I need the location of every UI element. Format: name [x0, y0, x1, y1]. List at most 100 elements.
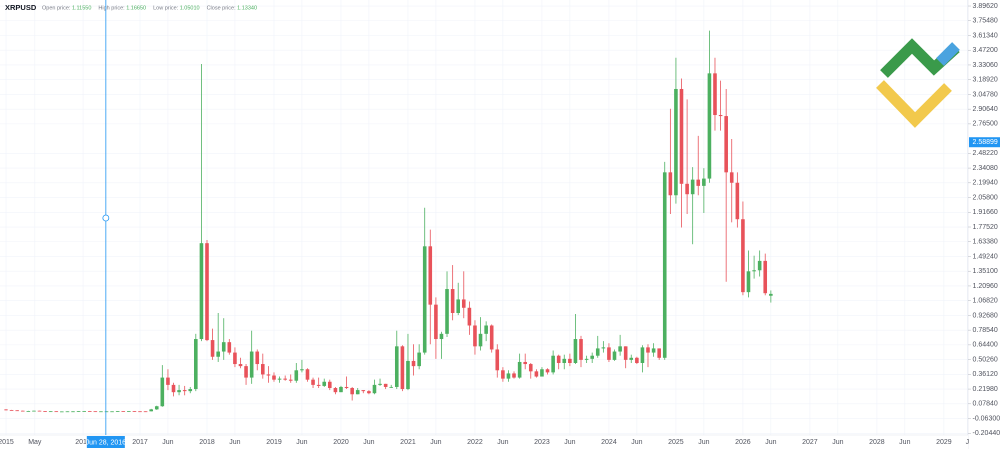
- candle-body: [674, 88, 678, 196]
- x-tick-label: 2017: [132, 439, 148, 446]
- candle-body: [724, 116, 728, 173]
- candle-body: [612, 351, 617, 360]
- candle-body: [556, 355, 561, 364]
- candle-body: [194, 339, 198, 390]
- x-tick-label: 2021: [400, 439, 416, 446]
- candle-body: [305, 369, 310, 380]
- candle-body: [233, 352, 237, 365]
- candle-body: [71, 411, 75, 413]
- candle-body: [729, 172, 734, 183]
- candle-body: [495, 349, 500, 371]
- candle-body: [769, 293, 773, 296]
- x-tick-label: Jun: [899, 439, 910, 446]
- candle-body: [473, 325, 477, 347]
- candle-body: [545, 369, 550, 373]
- candle-body: [143, 411, 148, 413]
- candle-body: [417, 352, 421, 367]
- y-tick-label: 3.04780: [973, 91, 998, 98]
- candle-body: [4, 409, 8, 411]
- candle-body: [461, 299, 466, 308]
- y-tick-label: 3.33060: [973, 62, 998, 69]
- candle-body: [450, 289, 455, 313]
- candle-body: [735, 182, 740, 220]
- crosshair-date: Jun 28, 2016: [86, 439, 127, 446]
- y-tick-label: 1.35100: [973, 268, 998, 275]
- candle-body: [428, 246, 433, 305]
- candle-body: [372, 384, 377, 394]
- y-tick-label: 3.89620: [973, 3, 998, 10]
- candle-body: [702, 178, 706, 186]
- axes: 3.89620 3.75480 3.61340 3.47200 3.33060 3.189…: [0, 3, 1000, 446]
- candle-body: [333, 388, 338, 393]
- candle-body: [121, 411, 126, 412]
- candle-body: [679, 88, 684, 184]
- y-tick-label: 2.19940: [973, 180, 998, 187]
- candle-body: [651, 348, 656, 353]
- candle-body: [177, 390, 181, 393]
- candle-body: [568, 358, 572, 364]
- x-tick-label: Jun: [363, 439, 374, 446]
- candle-body: [149, 409, 153, 412]
- price-axis: [968, 0, 1000, 449]
- candle-body: [54, 411, 59, 413]
- candle-body: [629, 357, 634, 360]
- candle-body: [534, 371, 539, 377]
- candle-body: [757, 260, 762, 271]
- candle-body: [76, 411, 81, 412]
- candle-body: [344, 386, 349, 389]
- candle-body: [378, 383, 382, 385]
- candle-body: [456, 299, 461, 313]
- y-tick-label: 2.05800: [973, 194, 998, 201]
- candle-body: [517, 361, 522, 378]
- y-tick-label: 2.76500: [973, 121, 998, 128]
- x-tick-label: Jun: [832, 439, 843, 446]
- candle-body: [60, 411, 64, 413]
- x-tick-label: 2020: [333, 439, 349, 446]
- x-tick-label: 2016: [75, 439, 91, 446]
- time-axis: [0, 435, 968, 449]
- y-tick-label: 2.90640: [973, 106, 998, 113]
- candle-body: [595, 348, 600, 356]
- x-tick-label: May: [28, 439, 42, 446]
- candle-body: [512, 373, 516, 378]
- candle-body: [662, 172, 667, 358]
- y-tick-label: 3.18920: [973, 77, 998, 84]
- candle-body: [400, 346, 405, 390]
- candle-body: [216, 351, 220, 357]
- candle-body: [82, 411, 87, 412]
- crosshair-handle: [102, 214, 110, 222]
- y-tick-label: 0.21980: [973, 386, 998, 393]
- price-marker-label: 2.58899: [973, 139, 998, 146]
- candle-body: [199, 243, 204, 340]
- candle-body: [551, 355, 555, 373]
- candle-body: [355, 390, 360, 395]
- candle-body: [261, 364, 265, 375]
- candle-body: [383, 383, 388, 387]
- candle-body: [110, 411, 114, 413]
- candle-body: [434, 304, 438, 340]
- candle-body: [562, 358, 567, 364]
- candle-body: [361, 390, 366, 392]
- candle-body: [272, 375, 276, 380]
- candle-body: [138, 411, 142, 413]
- candle-body: [26, 411, 31, 412]
- candle-body: [99, 411, 103, 413]
- candles: [4, 30, 773, 413]
- candle-body: [506, 373, 511, 379]
- candle-body: [601, 347, 606, 349]
- candle-body: [484, 325, 488, 334]
- candle-body: [478, 333, 483, 347]
- candle-body: [411, 360, 416, 367]
- x-tick-label: Jun: [698, 439, 709, 446]
- candle-body: [154, 406, 159, 410]
- candle-body: [37, 410, 42, 412]
- y-tick-label: 1.49240: [973, 253, 998, 260]
- x-tick-label: 2028: [869, 439, 885, 446]
- candle-body: [48, 411, 53, 413]
- candle-body: [623, 346, 628, 360]
- y-tick-label: 0.64400: [973, 342, 998, 349]
- candle-body: [249, 351, 254, 378]
- candle-body: [668, 172, 673, 196]
- logo-yellow: [876, 80, 952, 128]
- header-label: Low price:: [153, 5, 179, 11]
